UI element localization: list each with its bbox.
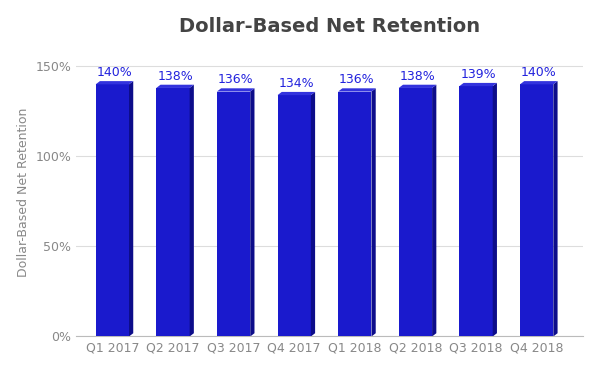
Polygon shape — [338, 88, 376, 92]
Text: 136%: 136% — [339, 73, 375, 86]
Polygon shape — [399, 88, 432, 336]
Polygon shape — [217, 88, 254, 92]
Text: 140%: 140% — [97, 66, 133, 79]
Text: 140%: 140% — [521, 66, 557, 79]
Text: 134%: 134% — [278, 77, 314, 90]
Polygon shape — [311, 92, 315, 336]
Polygon shape — [553, 81, 557, 336]
Polygon shape — [156, 85, 194, 88]
Polygon shape — [371, 88, 376, 336]
Polygon shape — [95, 81, 133, 84]
Polygon shape — [338, 92, 371, 336]
Polygon shape — [190, 85, 194, 336]
Polygon shape — [399, 85, 436, 88]
Polygon shape — [278, 92, 315, 95]
Polygon shape — [250, 88, 254, 336]
Polygon shape — [278, 95, 311, 336]
Polygon shape — [520, 84, 553, 336]
Polygon shape — [95, 84, 129, 336]
Text: 138%: 138% — [400, 69, 436, 83]
Text: 136%: 136% — [218, 73, 254, 86]
Polygon shape — [432, 85, 436, 336]
Polygon shape — [460, 86, 493, 336]
Y-axis label: Dollar-Based Net Retention: Dollar-Based Net Retention — [17, 108, 29, 277]
Polygon shape — [129, 81, 133, 336]
Polygon shape — [520, 81, 557, 84]
Text: 139%: 139% — [460, 68, 496, 81]
Polygon shape — [493, 83, 497, 336]
Polygon shape — [460, 83, 497, 86]
Polygon shape — [217, 92, 250, 336]
Polygon shape — [156, 88, 190, 336]
Title: Dollar-Based Net Retention: Dollar-Based Net Retention — [179, 17, 480, 36]
Text: 138%: 138% — [157, 69, 193, 83]
